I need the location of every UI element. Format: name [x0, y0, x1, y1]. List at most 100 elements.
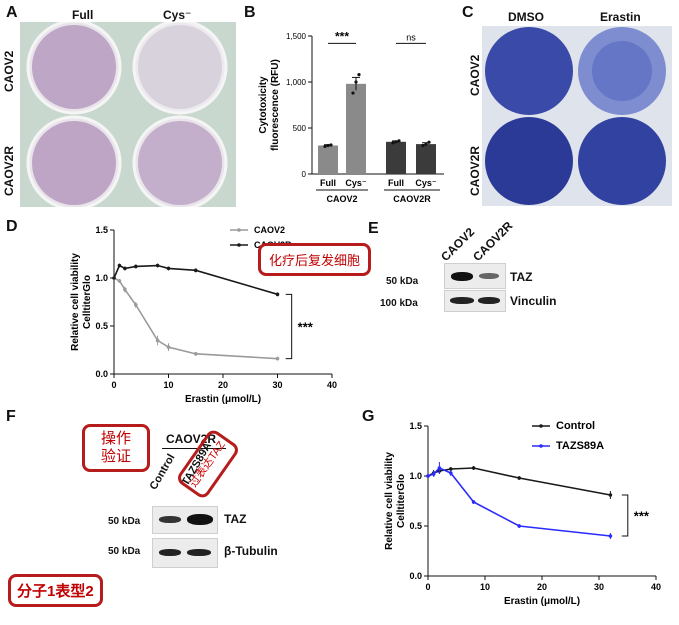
- b-data-point: [424, 142, 428, 146]
- footer-tag: 分子1表型2: [8, 574, 103, 607]
- b-sig-label: ns: [406, 32, 416, 42]
- d-x-axis-label: Erastin (μmol/L): [185, 394, 261, 405]
- g-legend-marker: [539, 444, 543, 448]
- panel-label-b: B: [244, 4, 256, 21]
- d-data-point: [193, 352, 198, 356]
- b-bar: [386, 141, 406, 174]
- b-category-label: Cys⁻: [415, 178, 437, 188]
- panel-g-line-chart: 0.0 0.5 1.0 1.5 0 10 20 30 40 Erastin (μmol/L) Rel…: [384, 420, 661, 607]
- g-x-tick-label: 10: [480, 582, 490, 592]
- g-y-tick-label: 0.0: [409, 571, 422, 581]
- panel-f-marker-tubulin: 50 kDa: [108, 546, 141, 557]
- panel-a-row-label-caov2: CAOV2: [2, 50, 16, 92]
- g-legend-label: Control: [556, 420, 595, 432]
- b-data-point: [351, 91, 355, 95]
- panel-c-row-label-caov2r: CAOV2R: [468, 145, 482, 196]
- callout-relapse-cells: 化疗后复发细胞: [258, 243, 372, 276]
- b-data-point: [326, 143, 330, 148]
- d-x-tick-label: 40: [327, 380, 337, 390]
- d-data-point: [166, 345, 171, 349]
- g-legend-marker: [539, 424, 543, 428]
- b-category-label: Full: [320, 178, 336, 188]
- panel-f-protein-tubulin: β-Tubulin: [224, 544, 278, 558]
- panel-e-lane-label-caov2r: CAOV2R: [470, 218, 516, 264]
- d-data-point: [193, 268, 198, 273]
- panel-c-col-label-dmso: DMSO: [508, 10, 544, 24]
- panel-f-protein-taz: TAZ: [224, 512, 247, 526]
- d-legend-label: CAOV2: [254, 225, 285, 235]
- panel-label-c: C: [462, 4, 474, 21]
- panel-label-g: G: [362, 408, 375, 425]
- panel-a-row-label-caov2r: CAOV2R: [2, 145, 16, 196]
- g-x-tick-label: 0: [425, 582, 430, 592]
- g-data-point: [471, 466, 476, 470]
- g-series-line: [427, 467, 611, 496]
- b-data-point: [329, 143, 333, 147]
- b-data-point: [427, 140, 431, 144]
- b-group-label: CAOV2: [326, 194, 357, 204]
- d-x-tick-label: 10: [163, 380, 173, 390]
- d-data-point: [117, 263, 122, 268]
- b-category-label: Full: [388, 178, 404, 188]
- g-data-point: [608, 534, 613, 538]
- g-y-tick-label: 0.5: [409, 521, 422, 531]
- panel-e-marker-50: 50 kDa: [386, 276, 419, 287]
- panel-label-d: D: [6, 218, 18, 235]
- d-x-tick-label: 20: [218, 380, 228, 390]
- callout-verify: 操作 验证: [82, 424, 150, 472]
- panel-b-bar-chart: 0 500 1,000 1,500 Cytotoxicityfluorescence (…: [258, 29, 444, 204]
- panel-label-f: F: [6, 408, 16, 425]
- d-data-point: [166, 266, 171, 271]
- d-sig-label: ***: [298, 319, 314, 334]
- d-y-tick-label: 0.0: [95, 369, 108, 379]
- panel-e-marker-100: 100 kDa: [380, 298, 418, 309]
- d-data-point: [112, 276, 116, 280]
- g-x-tick-label: 20: [537, 582, 547, 592]
- b-sig-label: ***: [335, 29, 349, 43]
- b-data-point: [397, 139, 401, 143]
- g-legend-label: TAZS89A: [556, 440, 604, 452]
- b-y-tick-label: 0: [302, 170, 307, 179]
- g-y-axis-label: Relative cell viabilityCelltiterGlo: [384, 452, 407, 550]
- d-series-line: [113, 277, 278, 360]
- panel-f-lane-label-control: Control: [147, 452, 178, 492]
- g-x-tick-label: 40: [651, 582, 661, 592]
- panel-e-vinculin-blot: [444, 290, 506, 312]
- g-data-point: [471, 500, 476, 504]
- b-bar: [318, 145, 338, 174]
- b-data-point: [357, 73, 361, 77]
- panel-f-group-label: CAOV2R: [166, 432, 217, 446]
- d-data-point: [117, 279, 122, 283]
- d-y-tick-label: 1.5: [95, 225, 108, 235]
- panel-e-protein-vinculin: Vinculin: [510, 294, 557, 308]
- d-legend-marker: [237, 243, 241, 247]
- b-data-point: [394, 140, 398, 144]
- panel-c-col-label-erastin: Erastin: [600, 10, 641, 24]
- panel-c-row-label-caov2: CAOV2: [468, 54, 482, 96]
- d-data-point: [134, 303, 138, 307]
- b-group-label: CAOV2R: [393, 194, 431, 204]
- g-x-tick-label: 30: [594, 582, 604, 592]
- callout-verify-line2: 验证: [100, 448, 131, 465]
- d-y-tick-label: 0.5: [95, 321, 108, 331]
- d-data-point: [275, 356, 280, 361]
- panel-c-plate-image: [482, 26, 672, 206]
- d-x-tick-label: 30: [272, 380, 282, 390]
- b-bar: [346, 83, 366, 174]
- g-x-axis-label: Erastin (μmol/L): [504, 596, 580, 607]
- g-y-tick-label: 1.5: [409, 421, 422, 431]
- g-sig-label: ***: [634, 509, 650, 524]
- b-data-point: [354, 80, 358, 84]
- panel-f-tubulin-blot: [152, 538, 218, 568]
- panel-e-taz-blot: [444, 263, 506, 289]
- d-data-point: [155, 338, 160, 343]
- d-data-point: [155, 263, 160, 268]
- g-data-point: [426, 474, 430, 478]
- b-y-tick-label: 1,000: [286, 78, 307, 87]
- panel-a-col-label-cys: Cys⁻: [163, 8, 192, 22]
- panel-e-lane-label-caov2: CAOV2: [438, 224, 478, 264]
- d-y-axis-label: Relative cell viabilityCelltiterGlo: [70, 253, 93, 351]
- b-data-point: [421, 143, 425, 148]
- d-data-point: [134, 264, 138, 269]
- d-sig-bracket: [285, 293, 293, 360]
